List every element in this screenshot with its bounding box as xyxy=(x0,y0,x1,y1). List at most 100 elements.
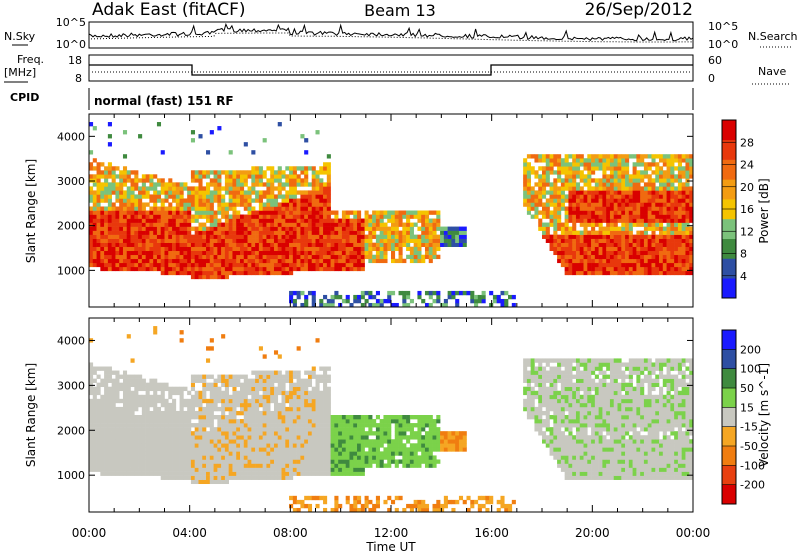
power-cell xyxy=(224,266,229,272)
power-cell xyxy=(228,254,233,260)
velocity-cell xyxy=(307,503,313,509)
velocity-cell xyxy=(122,378,128,383)
power-cell xyxy=(175,206,180,211)
power-cell xyxy=(591,266,596,272)
velocity-cell xyxy=(224,447,229,452)
power-cell xyxy=(666,162,671,167)
power-cell xyxy=(364,214,369,219)
power-cell xyxy=(270,210,275,215)
power-cell xyxy=(145,174,150,179)
power-cell xyxy=(659,202,664,207)
velocity-cell xyxy=(107,439,112,444)
power-cell xyxy=(409,230,414,235)
power-cell xyxy=(183,238,188,243)
power-cell xyxy=(572,170,577,175)
power-cell xyxy=(213,178,218,183)
velocity-cell xyxy=(153,459,158,464)
power-cell xyxy=(289,242,294,247)
power-cell xyxy=(141,202,146,207)
power-heatmap-cells xyxy=(89,122,694,308)
power-cell xyxy=(300,266,305,272)
power-cell xyxy=(662,202,667,207)
velocity-cell xyxy=(232,467,237,472)
velocity-cell xyxy=(266,475,271,480)
velocity-cell xyxy=(168,427,173,432)
power-cell xyxy=(609,230,615,235)
velocity-cell xyxy=(126,378,131,383)
power-cell xyxy=(632,170,637,175)
velocity-cell xyxy=(273,402,279,408)
power-cell xyxy=(602,266,607,272)
power-cell xyxy=(145,178,150,183)
power-cell xyxy=(632,182,637,187)
power-cell xyxy=(436,226,441,231)
power-cell xyxy=(164,218,169,223)
power-cell xyxy=(606,226,611,231)
power-cell xyxy=(217,174,222,179)
velocity-cell xyxy=(217,447,222,452)
power-cell xyxy=(557,170,562,175)
power-cell xyxy=(326,178,331,183)
power-cell xyxy=(304,226,309,231)
power-cell xyxy=(360,238,365,243)
power-cell xyxy=(100,250,105,256)
velocity-cell xyxy=(285,370,290,375)
velocity-cell xyxy=(277,475,282,480)
power-cell xyxy=(270,206,275,211)
power-cell xyxy=(594,262,599,268)
velocity-cell xyxy=(300,439,305,444)
power-cell xyxy=(100,222,105,227)
power-cell xyxy=(602,186,607,191)
velocity-cell xyxy=(247,463,252,468)
velocity-cell xyxy=(281,471,286,476)
velocity-cell xyxy=(251,370,256,375)
power-cell xyxy=(89,122,94,127)
velocity-cell xyxy=(194,451,199,456)
velocity-cell xyxy=(228,431,233,436)
power-cell xyxy=(168,234,173,239)
power-cell xyxy=(266,254,271,260)
power-cell xyxy=(232,266,237,272)
velocity-cell xyxy=(206,459,211,464)
power-cell xyxy=(266,202,271,207)
power-cell xyxy=(659,182,664,187)
power-cell xyxy=(353,214,358,219)
velocity-cell xyxy=(149,459,154,464)
velocity-cell xyxy=(224,475,229,480)
velocity-cell xyxy=(341,447,346,452)
power-cell xyxy=(130,210,135,215)
power-cell xyxy=(568,178,573,183)
power-cell xyxy=(232,222,237,227)
velocity-cell xyxy=(190,463,196,468)
power-cell xyxy=(122,218,128,223)
power-cell xyxy=(292,254,297,260)
power-cell xyxy=(579,210,584,215)
power-cell xyxy=(409,246,414,252)
power-cell xyxy=(572,258,577,264)
power-cell xyxy=(564,266,569,272)
velocity-cell xyxy=(130,455,135,460)
power-cell xyxy=(575,154,581,159)
power-cell xyxy=(496,294,501,300)
power-cell xyxy=(217,250,222,256)
velocity-cell xyxy=(209,338,214,343)
power-cell xyxy=(628,186,633,191)
power-cell xyxy=(145,262,150,268)
power-cell xyxy=(575,250,581,256)
velocity-cell xyxy=(251,467,256,472)
power-cell xyxy=(526,202,531,207)
power-cell xyxy=(172,246,177,252)
velocity-cell xyxy=(243,394,248,400)
velocity-cell xyxy=(107,467,112,472)
velocity-cell xyxy=(168,459,173,464)
power-cell xyxy=(625,230,630,235)
velocity-cell xyxy=(156,415,162,420)
power-cell xyxy=(323,294,328,300)
velocity-cell xyxy=(281,382,286,388)
power-cell xyxy=(583,246,588,252)
power-cell xyxy=(323,214,328,219)
velocity-cell xyxy=(323,499,328,505)
velocity-cell xyxy=(217,419,222,424)
power-cell xyxy=(662,254,667,260)
velocity-cell xyxy=(130,471,135,476)
